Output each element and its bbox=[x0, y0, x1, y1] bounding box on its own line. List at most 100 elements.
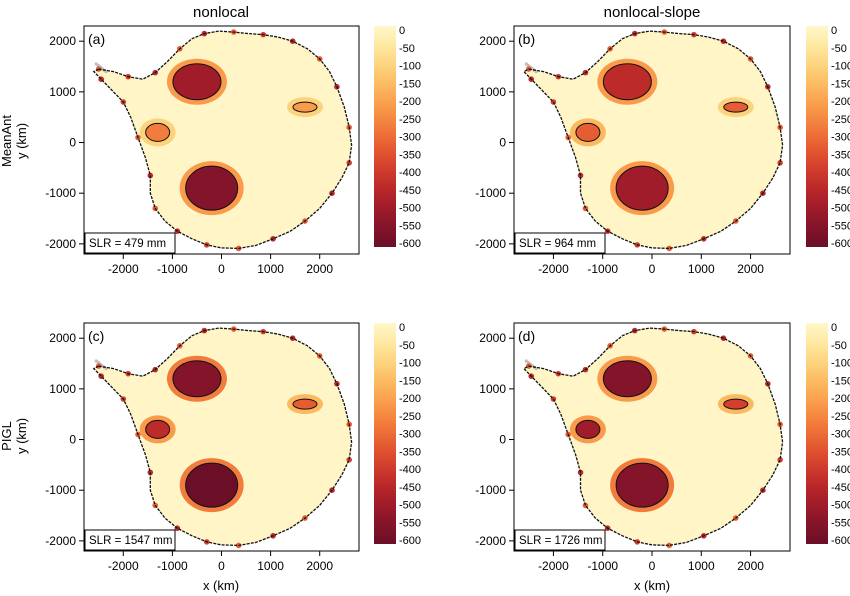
colorbar-tick-label: -250 bbox=[831, 411, 850, 423]
melt-region bbox=[185, 165, 239, 211]
coastline bbox=[92, 327, 353, 547]
y-tick-label: -2000 bbox=[45, 237, 76, 251]
x-tick-label: 1000 bbox=[688, 262, 715, 276]
melt-region bbox=[185, 462, 239, 508]
colorbar-ramp bbox=[806, 323, 828, 544]
x-tick-label: 0 bbox=[218, 262, 225, 276]
melt-region bbox=[292, 398, 318, 410]
slr-box bbox=[84, 232, 176, 254]
y-tick-label: 2000 bbox=[49, 34, 76, 48]
colorbar-tick-label: -550 bbox=[831, 517, 850, 529]
colorbar-tick-label: -400 bbox=[831, 464, 850, 476]
slr-label: SLR = 479 mm bbox=[89, 238, 166, 250]
colorbar-tick-label: -350 bbox=[399, 149, 421, 161]
panel-c: (c)SLR = 1547 mm-2000 -1000 0 1000 200020001… bbox=[45, 322, 421, 573]
x-tick-label: -1000 bbox=[157, 262, 188, 276]
y-tick-label: 1000 bbox=[49, 85, 76, 99]
y-tick-label: 1000 bbox=[49, 382, 76, 396]
colorbar: 0 -50 -100 -150 -200 -250 -300 -350 -400 -450 -500… bbox=[374, 25, 421, 250]
y-axis-label-top: y (km) bbox=[14, 123, 29, 159]
colorbar-tick-label: -200 bbox=[399, 96, 421, 108]
colorbar-tick-label: -350 bbox=[831, 446, 850, 458]
colorbar-tick-label: -300 bbox=[831, 132, 850, 144]
colorbar-tick-label: 0 bbox=[399, 322, 405, 334]
panel-letter: (b) bbox=[518, 31, 535, 47]
melt-region bbox=[145, 122, 171, 142]
coastal-melt-mark bbox=[666, 245, 673, 252]
x-tick-label: 2000 bbox=[737, 262, 764, 276]
melt-region bbox=[615, 165, 669, 211]
colorbar-tick-label: -550 bbox=[831, 220, 850, 232]
colorbar-tick-label: -600 bbox=[399, 535, 421, 547]
colorbar-tick-label: -450 bbox=[399, 185, 421, 197]
colorbar-tick-label: -200 bbox=[831, 96, 850, 108]
coastline bbox=[522, 327, 784, 547]
melt-region bbox=[615, 462, 669, 508]
colorbar-tick-label: -200 bbox=[831, 393, 850, 405]
colorbar-tick-label: -250 bbox=[399, 114, 421, 126]
colorbar-tick-label: -50 bbox=[831, 43, 847, 55]
x-tick-label: -1000 bbox=[587, 262, 618, 276]
colorbar-ramp bbox=[374, 26, 396, 247]
panel-letter: (a) bbox=[88, 31, 105, 47]
colorbar-tick-label: -200 bbox=[399, 393, 421, 405]
y-tick-label: -1000 bbox=[45, 186, 76, 200]
colorbar-tick-label: -400 bbox=[399, 167, 421, 179]
y-tick-label: 1000 bbox=[479, 85, 506, 99]
x-axis-label-left: x (km) bbox=[203, 578, 239, 593]
colorbar-tick-label: -250 bbox=[399, 411, 421, 423]
colorbar: 0 -50 -100 -150 -200 -250 -300 -350 -400 -450 -500… bbox=[806, 322, 850, 547]
colorbar-tick-label: -500 bbox=[831, 203, 850, 215]
colorbar-tick-label: -100 bbox=[831, 358, 850, 370]
slr-label: SLR = 1726 mm bbox=[519, 535, 602, 547]
melt-region bbox=[172, 360, 222, 398]
slr-annotation: SLR = 1726 mm bbox=[514, 529, 606, 551]
y-tick-label: 1000 bbox=[479, 382, 506, 396]
colorbar-tick-label: -500 bbox=[399, 203, 421, 215]
colorbar-ramp bbox=[806, 26, 828, 247]
x-axis-label-right: x (km) bbox=[634, 578, 670, 593]
y-tick-label: -1000 bbox=[45, 483, 76, 497]
coastal-melt-mark bbox=[346, 457, 352, 463]
slr-annotation: SLR = 1547 mm bbox=[84, 529, 176, 551]
colorbar-tick-label: -100 bbox=[399, 358, 421, 370]
colorbar-tick-label: -550 bbox=[399, 220, 421, 232]
colorbar-tick-label: -50 bbox=[399, 43, 415, 55]
colorbar-tick-label: 0 bbox=[399, 25, 405, 37]
slr-label: SLR = 1547 mm bbox=[89, 535, 172, 547]
colorbar-tick-label: -500 bbox=[399, 500, 421, 512]
colorbar-tick-label: 0 bbox=[831, 322, 837, 334]
panel-b: (b)SLR = 964 mm-2000 -1000 0 1000 2000200010… bbox=[475, 25, 850, 276]
row-label-meanant: MeanAnt bbox=[0, 115, 14, 167]
colorbar-tick-label: -600 bbox=[399, 238, 421, 250]
column-title-nonlocal-slope: nonlocal-slope bbox=[604, 4, 701, 21]
slr-annotation: SLR = 479 mm bbox=[84, 232, 176, 254]
x-tick-label: 1000 bbox=[257, 559, 284, 573]
y-tick-label: -2000 bbox=[45, 534, 76, 548]
colorbar-tick-label: -350 bbox=[831, 149, 850, 161]
slr-label: SLR = 964 mm bbox=[519, 238, 596, 250]
x-tick-label: -1000 bbox=[587, 559, 618, 573]
colorbar-tick-label: -250 bbox=[831, 114, 850, 126]
column-title-nonlocal: nonlocal bbox=[193, 4, 249, 21]
y-tick-label: -2000 bbox=[475, 237, 506, 251]
y-axis-label-bottom: y (km) bbox=[14, 418, 29, 454]
colorbar-tick-label: -600 bbox=[831, 535, 850, 547]
colorbar-tick-label: -150 bbox=[399, 375, 421, 387]
x-tick-label: -1000 bbox=[157, 559, 188, 573]
x-tick-label: -2000 bbox=[538, 262, 569, 276]
slr-annotation: SLR = 964 mm bbox=[514, 232, 606, 254]
colorbar-tick-label: -600 bbox=[831, 238, 850, 250]
colorbar-tick-label: -300 bbox=[399, 429, 421, 441]
x-tick-label: -2000 bbox=[538, 559, 569, 573]
colorbar: 0 -50 -100 -150 -200 -250 -300 -350 -400 -450 -500… bbox=[374, 322, 421, 547]
panel-letter: (c) bbox=[88, 328, 104, 344]
y-tick-label: 2000 bbox=[479, 331, 506, 345]
colorbar-tick-label: -150 bbox=[831, 375, 850, 387]
ice-sheet bbox=[523, 328, 783, 546]
coastline bbox=[92, 30, 353, 250]
ice-sheet bbox=[523, 31, 783, 249]
coastline bbox=[522, 30, 784, 250]
ice-sheet bbox=[93, 31, 352, 249]
colorbar-tick-label: -100 bbox=[399, 61, 421, 73]
